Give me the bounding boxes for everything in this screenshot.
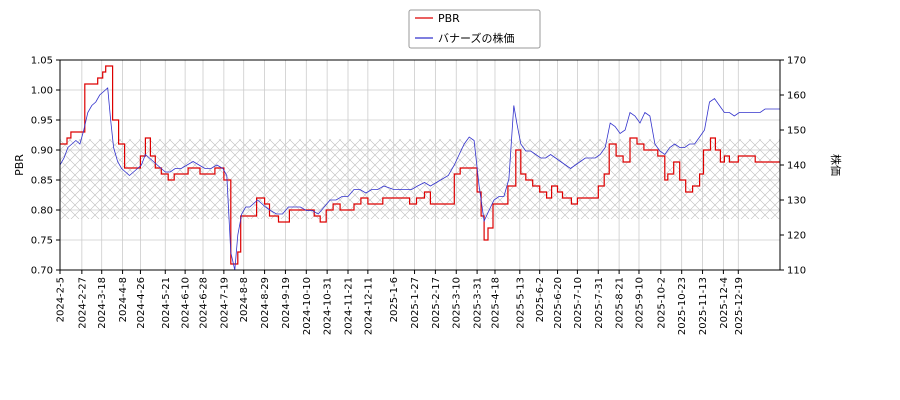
y-left-tick-label: 0.85 bbox=[31, 176, 53, 187]
x-tick-label: 2025-6-2 bbox=[535, 277, 546, 322]
x-tick-label: 2025-7-10 bbox=[573, 277, 584, 329]
x-tick-label: 2024-10-10 bbox=[302, 277, 313, 335]
x-tick-label: 2025-10-2 bbox=[656, 277, 667, 329]
x-tick-label: 2024-9-19 bbox=[281, 277, 292, 329]
y-right-tick-label: 120 bbox=[787, 231, 806, 242]
y-axis-right: 110 120 130 140 150 160 170 bbox=[780, 56, 806, 277]
y-right-tick-label: 150 bbox=[787, 126, 806, 137]
x-tick-label: 2024-11-21 bbox=[344, 277, 355, 335]
x-tick-label: 2025-4-18 bbox=[490, 277, 501, 329]
y-left-tick-label: 1.05 bbox=[31, 56, 53, 67]
x-tick-label: 2025-11-13 bbox=[698, 277, 709, 335]
x-tick-label: 2024-2-5 bbox=[56, 277, 67, 322]
legend-label-stock-price: バナーズの株価 bbox=[438, 31, 514, 45]
y-axis-right-label: 株価 bbox=[829, 154, 843, 176]
y-right-tick-label: 160 bbox=[787, 91, 806, 102]
hatched-band bbox=[60, 139, 780, 219]
y-left-tick-label: 0.95 bbox=[31, 116, 53, 127]
x-tick-label: 2024-6-10 bbox=[181, 277, 192, 329]
x-tick-label: 2024-12-11 bbox=[363, 277, 374, 335]
x-tick-label: 2025-5-13 bbox=[515, 277, 526, 329]
x-tick-label: 2024-8-29 bbox=[260, 277, 271, 329]
x-tick-label: 2025-9-10 bbox=[634, 277, 645, 329]
series-line-pbr bbox=[60, 65, 780, 265]
x-axis: 2024-2-5 2024-2-27 2024-3-18 2024-4-8 2024-4… bbox=[56, 270, 745, 335]
x-tick-label: 2025-8-21 bbox=[615, 277, 626, 329]
x-tick-label: 2024-2-27 bbox=[77, 277, 88, 329]
y-left-tick-label: 0.80 bbox=[31, 206, 53, 217]
x-tick-label: 2024-3-18 bbox=[97, 277, 108, 329]
legend-box bbox=[408, 9, 541, 49]
x-tick-label: 2024-7-19 bbox=[219, 277, 230, 329]
y-axis-left: 0.70 0.75 0.80 0.85 0.90 0.95 1.00 1.05 bbox=[31, 56, 60, 277]
y-right-tick-label: 110 bbox=[787, 266, 806, 277]
x-tick-label: 2024-4-8 bbox=[118, 277, 129, 322]
x-tick-label: 2025-3-10 bbox=[452, 277, 463, 329]
y-left-tick-label: 0.70 bbox=[31, 266, 53, 277]
x-tick-label: 2024-6-28 bbox=[199, 277, 210, 329]
y-left-tick-label: 1.00 bbox=[31, 86, 53, 97]
y-right-tick-label: 130 bbox=[787, 196, 806, 207]
x-tick-label: 2025-12-19 bbox=[734, 277, 745, 335]
series-line-stock-price bbox=[60, 87, 780, 270]
legend: PBR バナーズの株価 bbox=[408, 9, 541, 49]
legend-label-pbr: PBR bbox=[438, 12, 460, 25]
x-tick-label: 2025-12-4 bbox=[719, 277, 730, 329]
x-tick-label: 2024-8-8 bbox=[239, 277, 250, 322]
x-tick-label: 2025-10-23 bbox=[677, 277, 688, 335]
x-tick-label: 2025-3-31 bbox=[473, 277, 484, 329]
x-tick-label: 2024-10-31 bbox=[323, 277, 334, 335]
x-tick-label: 2025-7-31 bbox=[594, 277, 605, 329]
x-tick-label: 2024-4-26 bbox=[136, 277, 147, 329]
y-left-tick-label: 0.75 bbox=[31, 236, 53, 247]
x-tick-label: 2024-5-21 bbox=[161, 277, 172, 329]
y-right-tick-label: 140 bbox=[787, 161, 806, 172]
y-left-tick-label: 0.90 bbox=[31, 146, 53, 157]
y-right-tick-label: 170 bbox=[787, 56, 806, 67]
series-lines bbox=[60, 65, 780, 270]
x-tick-label: 2025-1-27 bbox=[410, 277, 421, 329]
x-tick-label: 2025-6-20 bbox=[553, 277, 564, 329]
y-axis-left-label: PBR bbox=[13, 154, 26, 176]
x-tick-label: 2025-2-17 bbox=[431, 277, 442, 329]
x-tick-label: 2025-1-6 bbox=[389, 277, 400, 322]
